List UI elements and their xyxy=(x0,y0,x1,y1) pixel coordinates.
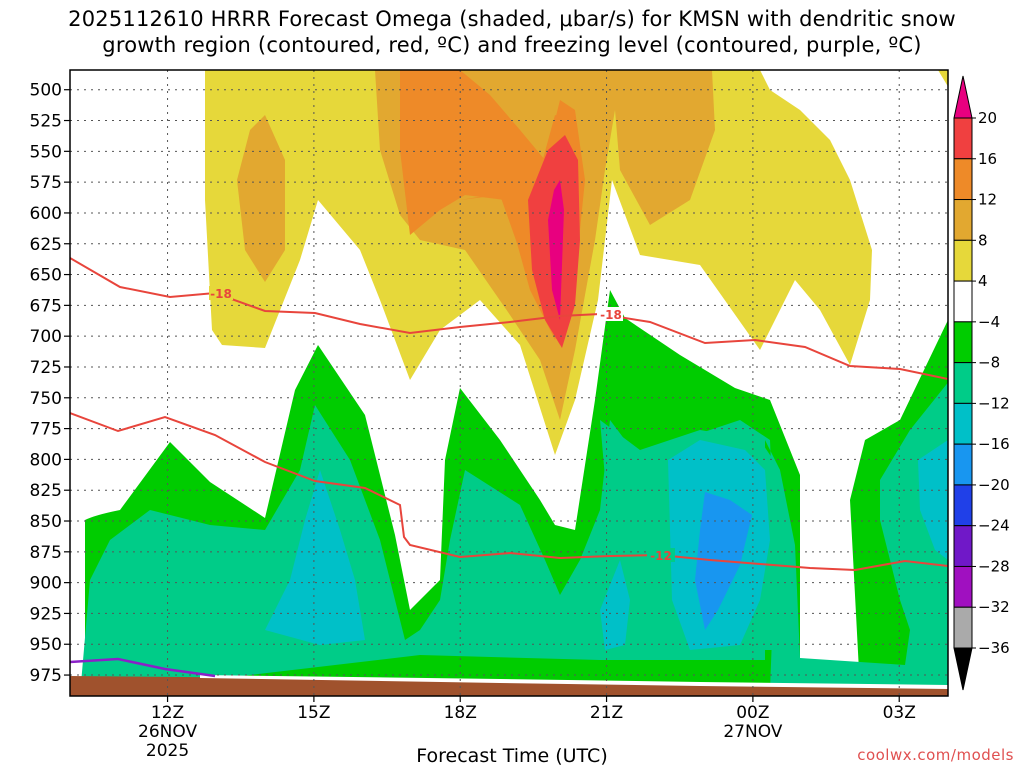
y-tick-label-800: 800 xyxy=(30,450,62,470)
contour-label-bg-3 xyxy=(647,548,675,562)
contour-label-bg-1 xyxy=(209,286,233,300)
colorbar-swatch-11 xyxy=(953,565,973,608)
chart-title: 2025112610 HRRR Forecast Omega (shaded, … xyxy=(0,6,1024,58)
colorbar-swatch-9 xyxy=(953,484,973,527)
y-tick-label-900: 900 xyxy=(30,574,62,594)
y-tick-label-525: 525 xyxy=(30,112,62,132)
y-tick-label-700: 700 xyxy=(30,327,62,347)
omega-region-m12 xyxy=(265,470,365,645)
title-line-1: 2025112610 HRRR Forecast Omega (shaded, … xyxy=(68,7,956,31)
ground-below-surface xyxy=(70,676,948,696)
colorbar-label-5: −4 xyxy=(978,313,1000,331)
colorbar-label-1: 16 xyxy=(978,150,997,168)
y-tick-label-925: 925 xyxy=(30,604,62,624)
omega-shading xyxy=(70,70,948,696)
y-tick-label-775: 775 xyxy=(30,420,62,440)
x-axis-title: Forecast Time (UTC) xyxy=(416,745,608,767)
y-tick-label-825: 825 xyxy=(30,481,62,501)
colorbar-swatch-5 xyxy=(953,321,973,364)
colorbar-label-10: −24 xyxy=(978,517,1010,535)
y-axis: 500 525 550 575 600 625 650 675 700 725 750 775 800 8… xyxy=(30,81,70,686)
colorbar-label-2: 12 xyxy=(978,191,997,209)
colorbar-swatch-12 xyxy=(953,606,973,649)
colorbar-swatch-8 xyxy=(953,443,973,486)
colorbar-label-3: 8 xyxy=(978,231,988,249)
colorbar-swatch-6 xyxy=(953,362,973,404)
x-tick-label-18Z: 18Z xyxy=(444,703,477,723)
colorbar-label-12: −32 xyxy=(978,598,1010,616)
x-tick-date-12Z: 26NOV xyxy=(138,722,197,742)
colorbar-swatch-10 xyxy=(953,525,973,567)
y-tick-label-875: 875 xyxy=(30,543,62,563)
x-tick-label-15Z: 15Z xyxy=(297,703,330,723)
colorbar-swatch-3 xyxy=(953,239,973,282)
colorbar-label-7: −12 xyxy=(978,394,1010,412)
colorbar-label-13: −36 xyxy=(978,639,1010,657)
colorbar-label-11: −28 xyxy=(978,557,1010,575)
y-tick-label-625: 625 xyxy=(30,235,62,255)
y-tick-label-500: 500 xyxy=(30,81,62,101)
omega-region-p8 xyxy=(237,115,285,282)
dendritic-contour-lower xyxy=(70,412,948,572)
plot-frame xyxy=(69,69,949,697)
y-tick-label-675: 675 xyxy=(30,296,62,316)
y-tick-label-600: 600 xyxy=(30,204,62,224)
y-tick-label-750: 750 xyxy=(30,389,62,409)
colorbar-bottom-arrow xyxy=(953,647,973,691)
y-tick-label-575: 575 xyxy=(30,173,62,193)
colorbar-swatch-2 xyxy=(953,199,973,241)
y-tick-label-950: 950 xyxy=(30,635,62,655)
surface-white-strip xyxy=(200,675,948,689)
colorbar-label-4: 4 xyxy=(978,272,988,290)
omega-region-m12d xyxy=(918,440,948,560)
freezing-level-contour xyxy=(70,657,216,678)
contour-label-minus18-left: -18 xyxy=(210,287,232,301)
colorbar-label-0: 20 xyxy=(978,109,997,127)
omega-region-p20 xyxy=(548,180,564,320)
contour-label-minus12: -12 xyxy=(650,549,672,563)
colorbar-label-9: −20 xyxy=(978,476,1010,494)
x-tick-label-00Z: 00Z xyxy=(736,703,769,723)
y-tick-label-550: 550 xyxy=(30,142,62,162)
colorbar-label-6: −8 xyxy=(978,354,1000,372)
contour-labels: -18 -18 -12 xyxy=(209,286,675,563)
x-tick-year-12Z: 2025 xyxy=(146,741,189,761)
colorbar-top-arrow xyxy=(953,75,973,119)
y-tick-label-850: 850 xyxy=(30,512,62,532)
x-tick-label-21Z: 21Z xyxy=(590,703,623,723)
y-tick-label-650: 650 xyxy=(30,266,62,286)
contour-label-minus18-right: -18 xyxy=(600,308,622,322)
title-line-2: growth region (contoured, red, ºC) and f… xyxy=(102,33,922,57)
colorbar-label-8: −16 xyxy=(978,435,1010,453)
y-tick-label-725: 725 xyxy=(30,358,62,378)
x-tick-date-00Z: 27NOV xyxy=(723,722,782,742)
colorbar-swatch-4 xyxy=(953,280,973,323)
contour-label-bg-2 xyxy=(597,307,623,321)
y-tick-label-975: 975 xyxy=(30,666,62,686)
colorbar-swatch-0 xyxy=(953,117,973,160)
x-tick-label-03Z: 03Z xyxy=(883,703,916,723)
colorbar: 20 16 12 8 4 −4 −8 −12 −16 −20 −24 −28 −32 −36 xyxy=(953,75,1010,691)
omega-region-m12b xyxy=(600,560,630,650)
credit-text: coolwx.com/models xyxy=(857,746,1014,764)
colorbar-swatch-7 xyxy=(953,402,973,445)
colorbar-swatch-1 xyxy=(953,158,973,201)
x-tick-label-12Z: 12Z xyxy=(151,703,184,723)
omega-region-p4b xyxy=(938,70,948,87)
